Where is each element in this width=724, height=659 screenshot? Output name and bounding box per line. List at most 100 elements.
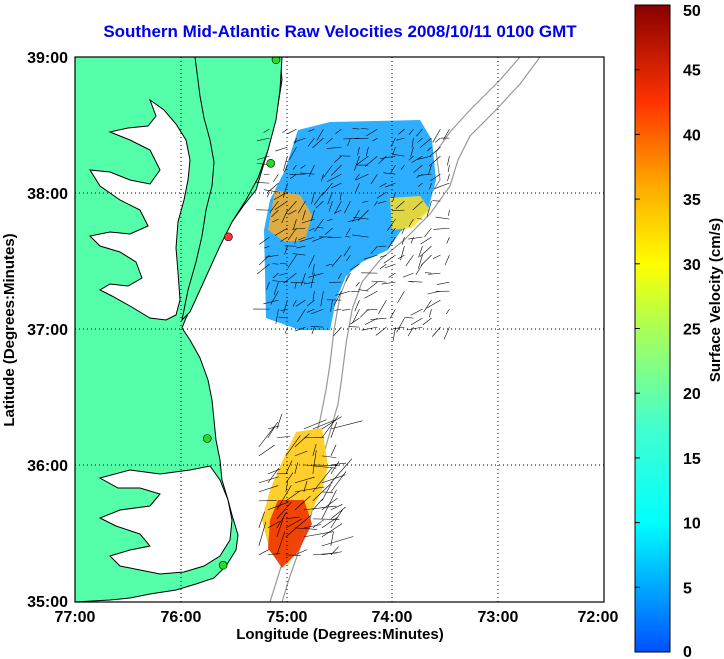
velocity-vector	[447, 174, 450, 181]
colorbar-tick-label: 0	[683, 644, 692, 659]
station-markers	[202, 57, 281, 570]
velocity-vector	[278, 316, 288, 319]
velocity-vector	[314, 218, 324, 232]
velocity-vector	[426, 299, 441, 309]
velocity-vector	[364, 155, 378, 167]
velocity-vector	[287, 227, 297, 241]
velocity-vector	[263, 299, 279, 305]
velocity-vector	[311, 327, 315, 335]
colorbar	[634, 4, 671, 653]
velocity-vector	[326, 146, 342, 149]
velocity-vector	[444, 255, 450, 266]
velocity-vector	[258, 485, 279, 493]
velocity-vector	[379, 182, 387, 188]
velocity-vector	[352, 209, 360, 222]
velocity-vector	[418, 246, 423, 258]
velocity-vector	[396, 317, 405, 333]
velocity-vector	[342, 308, 351, 311]
velocity-vector	[427, 146, 432, 152]
velocity-vector	[408, 128, 414, 135]
velocity-vector	[383, 172, 396, 175]
velocity-vector	[428, 165, 432, 175]
velocity-vector	[443, 327, 450, 340]
velocity-vector	[321, 484, 331, 502]
velocity-vector	[312, 464, 340, 467]
velocity-vector	[276, 511, 287, 529]
velocity-vector	[420, 236, 432, 245]
velocity-vector	[334, 155, 342, 163]
velocity-vector	[267, 552, 281, 556]
velocity-vector	[411, 138, 414, 148]
velocity-vector	[303, 436, 325, 439]
colorbar-tick-label: 10	[683, 516, 701, 533]
velocity-vector	[294, 138, 297, 144]
velocity-vector	[303, 524, 322, 529]
velocity-vector	[380, 155, 396, 160]
velocity-vector	[285, 480, 289, 492]
velocity-vector	[379, 263, 387, 270]
velocity-vector	[354, 137, 369, 140]
velocity-vector	[378, 299, 387, 314]
velocity-vector	[280, 308, 288, 311]
velocity-vector	[396, 137, 405, 141]
velocity-vector	[289, 146, 297, 161]
velocity-vector	[415, 263, 423, 275]
velocity-vector	[428, 272, 441, 275]
velocity-vector	[413, 164, 423, 173]
velocity-vector	[316, 226, 324, 229]
velocity-vector	[285, 491, 300, 502]
velocity-vector	[416, 128, 423, 137]
velocity-vector	[321, 491, 333, 493]
velocity-vector	[295, 299, 306, 307]
velocity-vector	[285, 554, 301, 556]
velocity-vector	[258, 476, 279, 484]
velocity-vector	[426, 201, 432, 217]
velocity-vector	[273, 173, 279, 183]
velocity-vector	[405, 254, 414, 267]
velocity-vector	[292, 253, 306, 256]
plot-frame	[74, 56, 605, 603]
velocity-vector	[258, 421, 279, 448]
velocity-vector	[321, 474, 346, 484]
velocity-vector	[287, 128, 297, 135]
velocity-vector	[366, 308, 378, 311]
velocity-vector	[287, 254, 297, 269]
colorbar-tick-label: 35	[683, 192, 701, 209]
velocity-vector	[283, 156, 288, 171]
velocity-vector	[338, 272, 342, 280]
x-tick-label: 73:00	[478, 609, 519, 626]
velocity-vector	[258, 521, 267, 546]
velocity-vector	[280, 262, 288, 265]
colorbar-tick-label: 45	[683, 63, 701, 80]
velocity-vector	[310, 210, 315, 221]
velocity-vector	[412, 200, 423, 211]
velocity-vector	[370, 317, 387, 321]
velocity-vector	[325, 137, 333, 144]
velocity-vector	[308, 227, 315, 232]
velocity-vector	[287, 200, 297, 212]
velocity-vector	[281, 210, 288, 224]
velocity-vector	[351, 290, 360, 293]
velocity-vector	[296, 245, 306, 249]
velocity-vector	[272, 218, 279, 223]
velocity-vector	[334, 308, 342, 311]
velocity-vector	[448, 210, 450, 216]
velocity-vector	[371, 280, 387, 283]
velocity-vector	[311, 192, 315, 205]
velocity-vector	[294, 486, 325, 493]
velocity-vector	[430, 173, 441, 182]
velocity-vector	[349, 317, 360, 325]
colorbar-tick-label: 30	[683, 257, 701, 274]
velocity-vector	[330, 461, 340, 475]
velocity-vector	[410, 147, 414, 157]
velocity-vector	[294, 450, 308, 457]
velocity-vector	[320, 174, 324, 182]
velocity-vector	[293, 219, 297, 230]
colorbar-tick-label: 20	[683, 386, 701, 403]
station-marker	[202, 434, 212, 443]
velocity-vector	[388, 236, 396, 248]
velocity-vector	[289, 173, 297, 180]
velocity-vector	[294, 527, 318, 530]
velocity-vector	[258, 511, 265, 528]
